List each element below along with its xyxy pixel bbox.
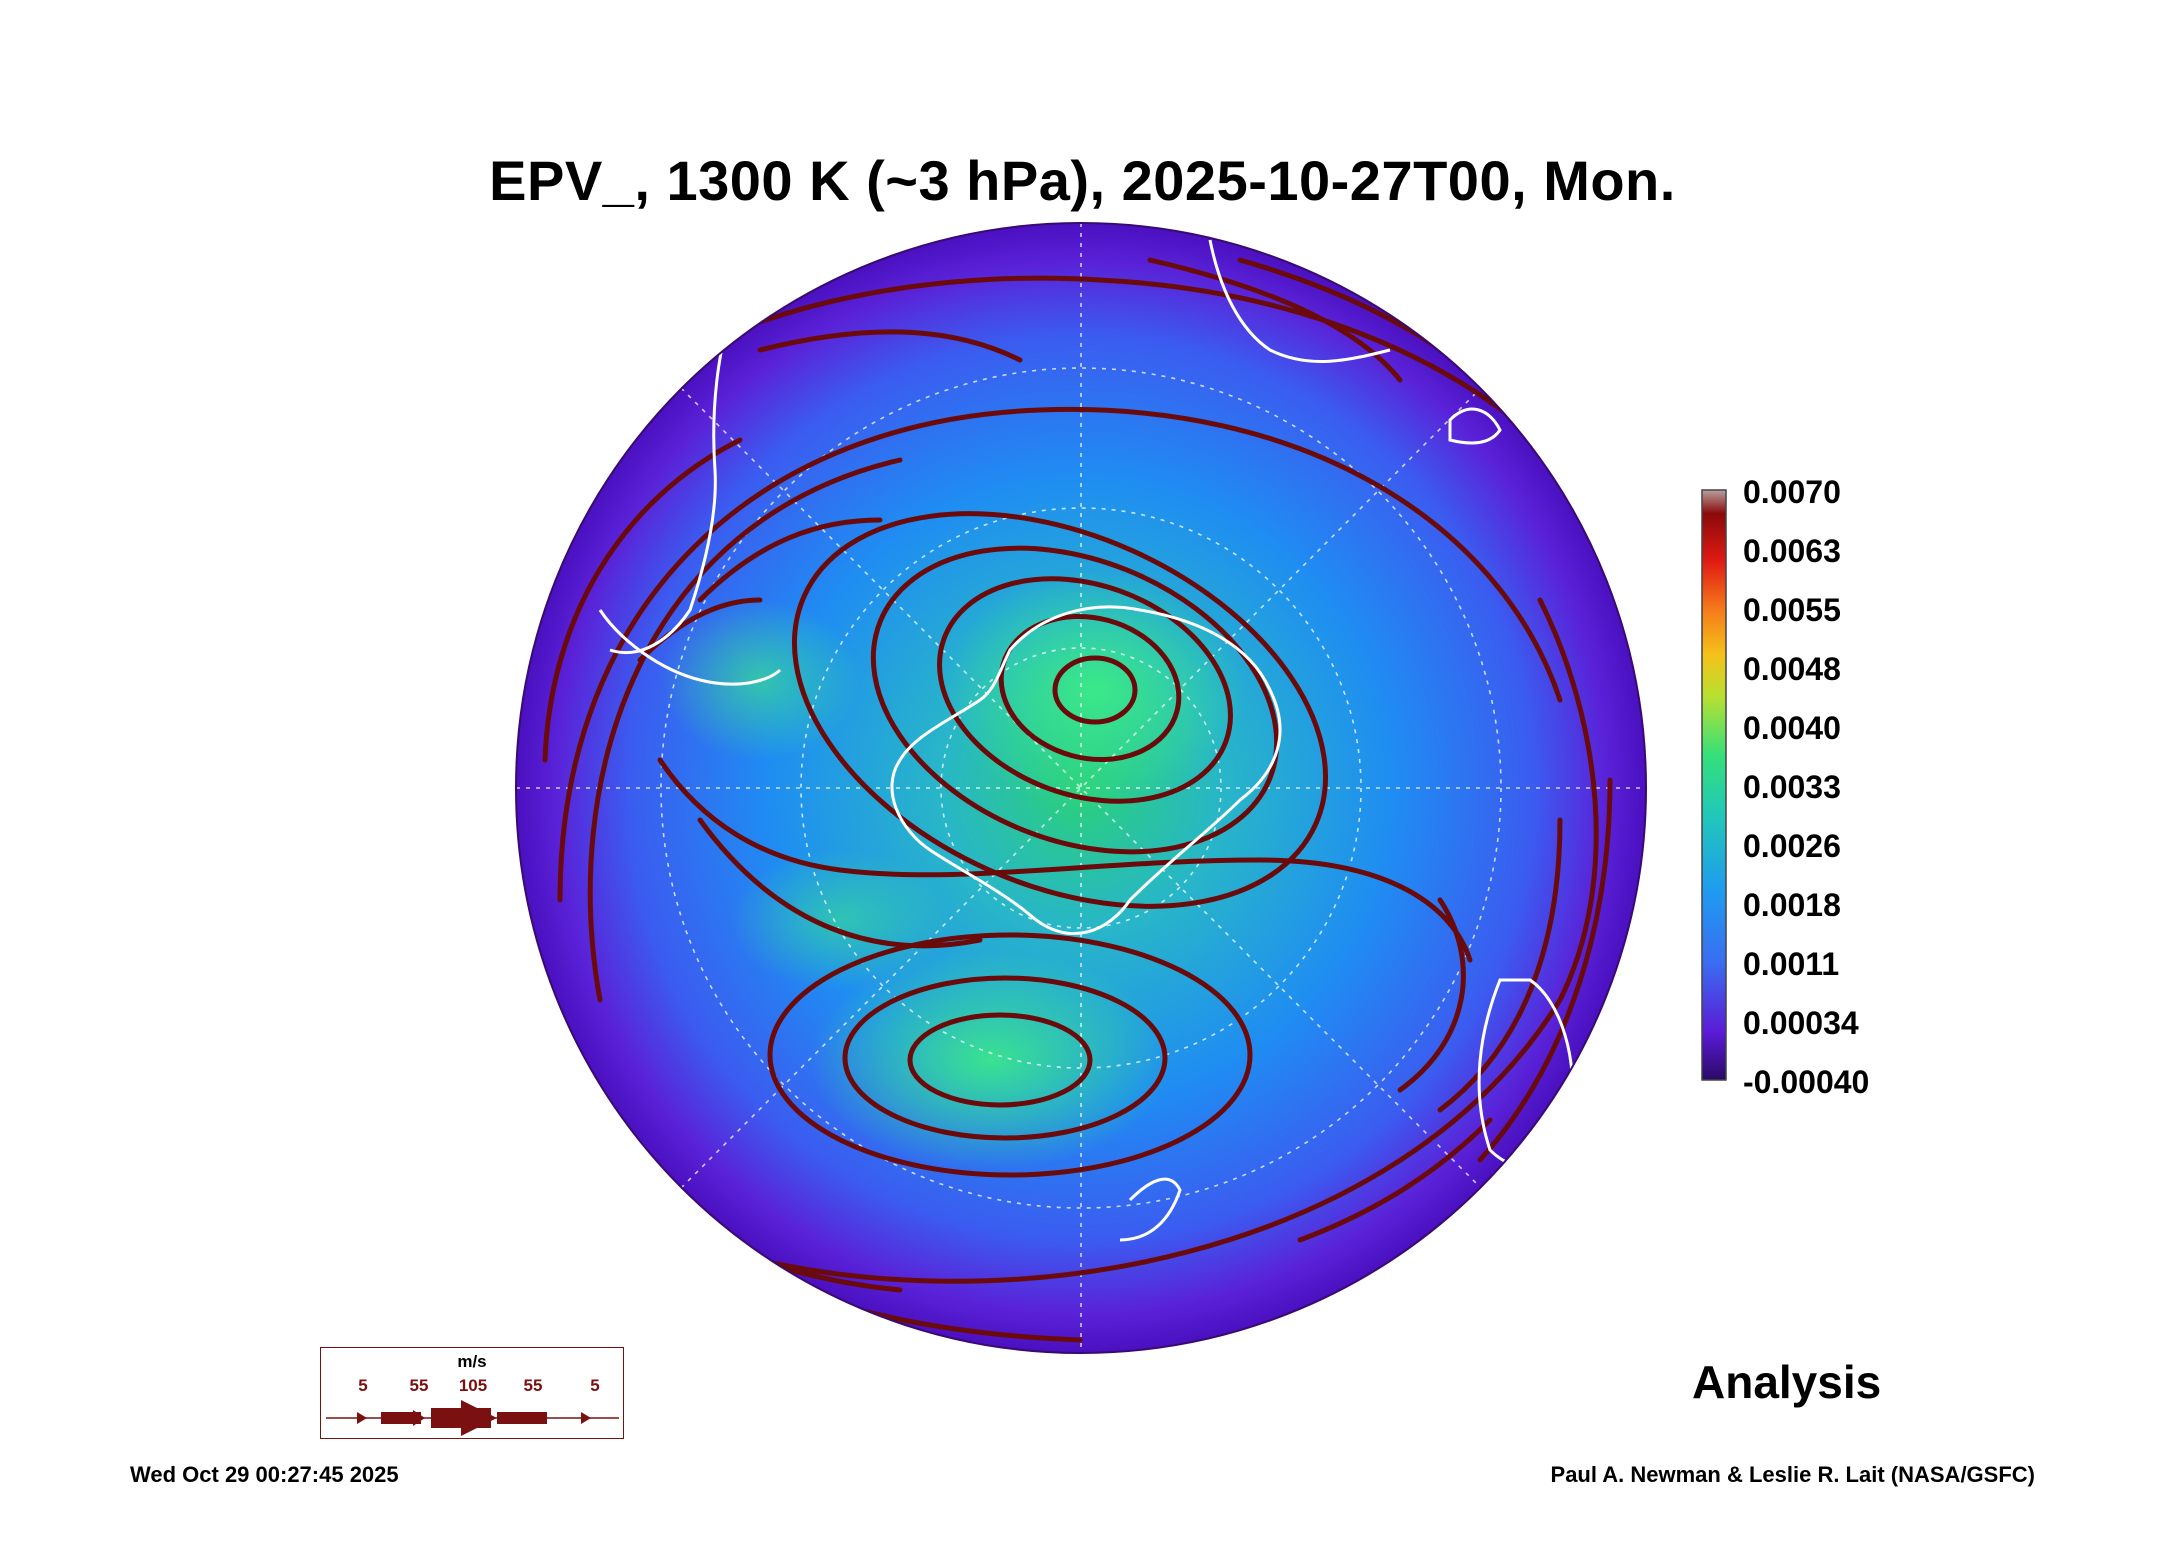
map-boundary [515,222,1647,1354]
colorbar-label: 0.0070 [1743,474,1841,510]
wind-key-arrow [326,1400,619,1436]
colorbar [1701,489,1727,1081]
map-title: EPV_, 1300 K (~3 hPa), 2025-10-27T00, Mo… [489,149,1676,212]
wind-key-label: 55 [409,1376,429,1395]
colorbar-label: 0.0011 [1743,946,1840,982]
wind-key-label: 5 [590,1376,600,1395]
graticule [516,223,1646,1353]
wind-key-label: 55 [523,1376,543,1395]
credit: Paul A. Newman & Leslie R. Lait (NASA/GS… [1550,1462,2035,1487]
colorbar-label: 0.00034 [1743,1005,1859,1041]
wind-key-label: 105 [458,1376,488,1395]
colorbar-label: -0.00040 [1743,1064,1870,1100]
colorbar-label: 0.0018 [1743,887,1841,923]
colorbar-label: 0.0055 [1743,592,1841,628]
wind-key-units: m/s [457,1352,487,1371]
colorbar-label: 0.0063 [1743,533,1841,569]
colorbar-label: 0.0026 [1743,828,1841,864]
wind-speed-key: m/s 5 55 105 55 5 [320,1347,624,1439]
wind-key-label: 5 [358,1376,368,1395]
timestamp: Wed Oct 29 00:27:45 2025 [130,1462,399,1487]
product-label: Analysis [1692,1356,1882,1408]
colorbar-label: 0.0033 [1743,769,1841,805]
colorbar-label: 0.0040 [1743,710,1841,746]
colorbar-label: 0.0048 [1743,651,1841,687]
